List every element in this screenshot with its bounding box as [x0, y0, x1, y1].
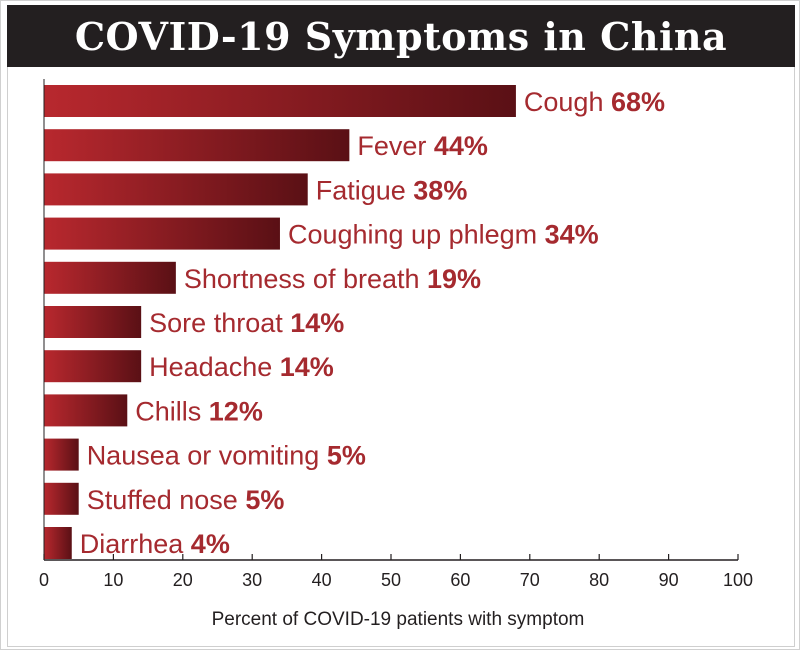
- plot-area-border: [7, 67, 795, 647]
- value-label: 38%: [413, 175, 467, 205]
- x-tick-label: 50: [381, 570, 401, 590]
- x-axis-title: Percent of COVID-19 patients with sympto…: [212, 609, 585, 630]
- category-label: Coughing up phlegm: [288, 220, 545, 250]
- bar-diarrhea: [44, 527, 72, 559]
- bar-nausea-or-vomiting: [44, 438, 79, 471]
- category-label: Chills: [135, 396, 209, 426]
- value-label: 14%: [280, 352, 334, 382]
- x-tick-label: 60: [450, 570, 470, 590]
- category-label: Stuffed nose: [87, 485, 246, 515]
- bar-sore-throat: [44, 306, 142, 338]
- bar-label-coughing-up-phlegm: Coughing up phlegm 34%: [288, 220, 599, 250]
- value-label: 44%: [434, 131, 488, 161]
- title-bar: COVID-19 Symptoms in China: [7, 5, 795, 67]
- x-tick-label: 10: [103, 570, 123, 590]
- category-label: Cough: [524, 87, 611, 117]
- bar-fatigue: [44, 173, 308, 206]
- bar-label-headache: Headache 14%: [149, 352, 334, 382]
- bar-shortness-of-breath: [44, 261, 176, 294]
- category-label: Diarrhea: [80, 529, 191, 559]
- value-label: 5%: [245, 485, 284, 515]
- bar-label-cough: Cough 68%: [524, 87, 665, 117]
- category-label: Nausea or vomiting: [87, 441, 327, 471]
- bar-label-fatigue: Fatigue 38%: [316, 175, 468, 205]
- x-tick-label: 70: [520, 570, 540, 590]
- category-label: Fatigue: [316, 175, 414, 205]
- bars-group: [44, 85, 516, 559]
- category-label: Shortness of breath: [184, 264, 427, 294]
- value-label: 4%: [191, 529, 230, 559]
- value-label: 12%: [209, 396, 263, 426]
- x-tick-label: 40: [312, 570, 332, 590]
- category-label: Sore throat: [149, 308, 290, 338]
- bar-fever: [44, 129, 350, 162]
- bar-label-sore-throat: Sore throat 14%: [149, 308, 344, 338]
- bar-label-chills: Chills 12%: [135, 396, 263, 426]
- bar-stuffed-nose: [44, 482, 79, 515]
- value-label: 19%: [427, 264, 481, 294]
- value-label: 14%: [290, 308, 344, 338]
- bar-coughing-up-phlegm: [44, 217, 280, 250]
- x-tick-label: 80: [589, 570, 609, 590]
- category-label: Headache: [149, 352, 280, 382]
- bar-labels-group: Cough 68% Fever 44% Fatigue 38% Coughing up…: [80, 87, 665, 559]
- bar-label-fever: Fever 44%: [357, 131, 488, 161]
- bar-label-shortness-of-breath: Shortness of breath 19%: [184, 264, 481, 294]
- bar-chills: [44, 394, 128, 427]
- x-axis: 0 10 20 30 40 50 60 70 80 90 100: [39, 79, 753, 590]
- bar-label-diarrhea: Diarrhea 4%: [80, 529, 230, 559]
- x-tick-label: 30: [242, 570, 262, 590]
- bar-cough: [44, 85, 516, 117]
- x-tick-label: 20: [173, 570, 193, 590]
- x-tick-label: 0: [39, 570, 49, 590]
- x-tick-label: 90: [659, 570, 679, 590]
- chart-title: COVID-19 Symptoms in China: [74, 13, 728, 59]
- bar-headache: [44, 350, 142, 383]
- x-tick-label: 100: [723, 570, 753, 590]
- value-label: 68%: [611, 87, 665, 117]
- value-label: 5%: [327, 441, 366, 471]
- bar-label-stuffed-nose: Stuffed nose 5%: [87, 485, 285, 515]
- value-label: 34%: [545, 220, 599, 250]
- bar-label-nausea-or-vomiting: Nausea or vomiting 5%: [87, 441, 366, 471]
- category-label: Fever: [357, 131, 434, 161]
